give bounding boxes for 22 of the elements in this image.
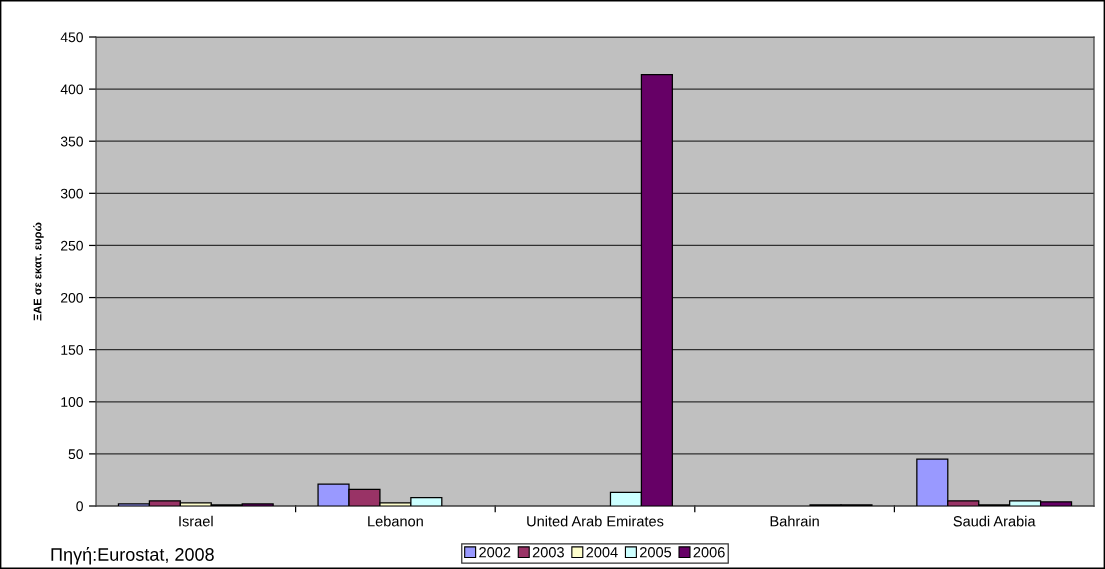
x-tick-label: Israel [179,515,213,527]
y-tick-label: 400 [60,84,83,95]
y-tick-label: 100 [61,397,83,407]
text: Πηγή:Eurostat, 2008 [51,547,214,565]
x-tick-label: Lebanon [368,515,423,527]
legend-label: 2006 [693,547,725,558]
x-tick-label: Saudi Arabia [953,515,1036,527]
y-tick-label: 450 [60,32,83,43]
x-tick-label: United Arab Emirates [527,515,664,527]
y-tick-label: 50 [68,449,83,460]
x-tick-label: Bahrain [770,515,819,527]
y-tick-label: 0 [76,501,83,512]
y-tick-label: 300 [60,188,83,199]
legend-label: 2004 [586,547,618,558]
y-axis-title: ΞΑΕ σε εκατ. ευρώ [33,222,44,321]
y-tick-label: 150 [61,345,83,355]
legend-label: 2002 [479,547,511,558]
legend-label: 2005 [640,547,672,558]
y-tick-label: 200 [61,292,83,303]
legend-label: 2003 [532,547,564,558]
y-tick-label: 350 [60,136,83,147]
y-tick-label: 250 [61,240,83,251]
